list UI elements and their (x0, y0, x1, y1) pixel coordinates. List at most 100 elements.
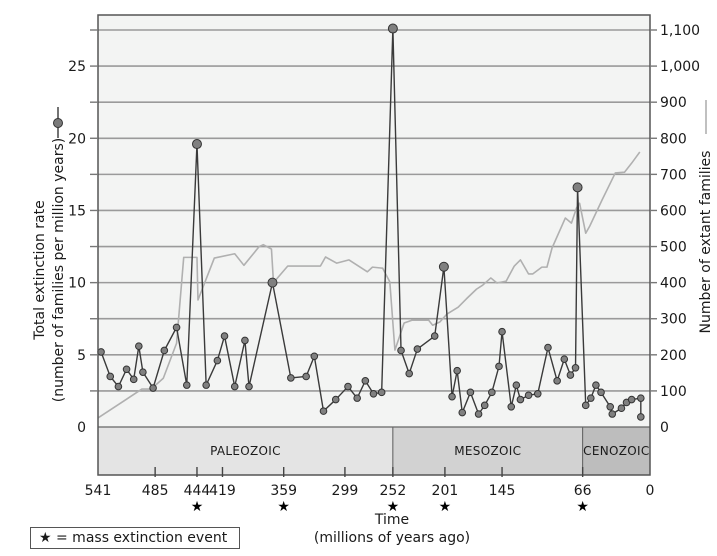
data-point (581, 401, 590, 410)
right-y-tick-label: 200 (660, 348, 687, 364)
x-tick-label: 485 (142, 483, 169, 499)
right-y-axis: 0 100 200 300 400 500 600 700 800 900 1,000 1,100 (650, 23, 700, 436)
era-label: MESOZOIC (454, 444, 521, 458)
data-point (498, 327, 506, 336)
data-point (230, 382, 239, 391)
data-point (106, 372, 115, 381)
data-point (495, 362, 503, 371)
mass-extinction-star-icon: ★ (576, 499, 589, 515)
x-tick-label: 0 (646, 483, 655, 499)
extant-families-polyline (97, 151, 641, 419)
right-y-tick-label: 100 (660, 384, 687, 400)
data-point (397, 346, 405, 355)
x-tick-label: 444 (184, 483, 211, 499)
extinction-rate-legend-icon (53, 107, 63, 138)
data-point (608, 410, 617, 418)
x-axis-title-line2: (millions of years ago) (313, 530, 471, 546)
left-y-tick-label: 15 (68, 203, 86, 219)
data-point (160, 346, 169, 355)
mass-extinction-legend: ★ = mass extinction event (30, 527, 240, 549)
mass-extinction-star-icon: ★ (387, 499, 400, 515)
data-point (241, 336, 249, 345)
data-point (213, 356, 222, 365)
x-tick-label: 541 (85, 483, 112, 499)
data-point (512, 381, 521, 389)
data-point (387, 23, 398, 34)
data-point (114, 382, 123, 391)
right-y-tick-label: 0 (660, 420, 669, 436)
right-y-tick-label: 500 (660, 240, 687, 256)
data-point (544, 343, 552, 352)
mass-extinction-star-icon: ★ (439, 499, 452, 515)
mass-extinction-star-icon: ★ (191, 499, 204, 515)
data-point (139, 368, 147, 376)
data-point (319, 407, 328, 415)
data-point (149, 384, 157, 392)
data-point (627, 395, 636, 404)
data-point (369, 389, 378, 398)
data-point (637, 413, 645, 421)
data-point (129, 375, 138, 384)
data-point (361, 377, 370, 385)
data-point (553, 377, 561, 385)
plot-background (98, 15, 650, 427)
data-point (267, 277, 278, 288)
x-tick-label: 252 (380, 483, 407, 499)
left-y-axis: 0 5 10 15 20 25 (68, 29, 98, 436)
left-y-axis-title-line2: (number of families per million years) (51, 138, 67, 402)
data-point (453, 366, 461, 375)
data-point (617, 404, 626, 413)
data-point (606, 402, 615, 411)
data-point (507, 402, 516, 411)
data-point (480, 401, 489, 410)
left-y-tick-label: 20 (68, 131, 86, 147)
era-band: PALEOZOIC MESOZOIC CENOZOIC (97, 426, 651, 476)
left-y-tick-label: 5 (77, 348, 86, 364)
mass-extinction-star-icon: ★ (277, 499, 290, 515)
data-point (172, 323, 181, 332)
data-point (287, 374, 295, 382)
data-point (97, 348, 105, 356)
left-y-tick-label: 10 (68, 276, 86, 292)
data-point (430, 332, 439, 340)
x-tick-label: 145 (489, 483, 516, 499)
data-point (587, 394, 595, 402)
data-point (597, 388, 605, 397)
data-point (344, 382, 352, 391)
data-point (474, 410, 483, 418)
data-point (516, 395, 525, 404)
data-point (458, 408, 467, 417)
data-point (488, 388, 496, 397)
right-y-tick-label: 800 (660, 131, 687, 147)
data-point (182, 381, 191, 389)
right-y-tick-label: 900 (660, 95, 687, 111)
right-y-tick-label: 1,100 (660, 23, 700, 39)
data-point (533, 389, 542, 398)
data-point (524, 391, 533, 400)
data-point (413, 345, 422, 353)
right-y-tick-label: 400 (660, 276, 687, 292)
right-y-axis-title: Number of extant families (698, 151, 714, 334)
data-point (191, 139, 202, 150)
left-y-axis-title-line1: Total extinction rate (32, 200, 48, 340)
data-point (405, 369, 414, 378)
era-label: CENOZOIC (583, 444, 649, 458)
data-point (245, 382, 253, 391)
data-point (202, 381, 210, 389)
x-tick-label: 66 (574, 483, 592, 499)
data-point (592, 381, 600, 389)
data-point (122, 365, 131, 374)
data-point (448, 392, 456, 401)
right-y-tick-label: 300 (660, 312, 687, 328)
x-tick-label: 419 (209, 483, 236, 499)
data-point (331, 395, 340, 404)
data-point (466, 388, 475, 397)
data-point (571, 364, 580, 372)
plot-frame (97, 14, 651, 476)
data-point (438, 261, 449, 272)
right-y-tick-label: 600 (660, 203, 687, 219)
x-axis-title-line1: Time (374, 512, 410, 528)
data-point (560, 355, 569, 363)
